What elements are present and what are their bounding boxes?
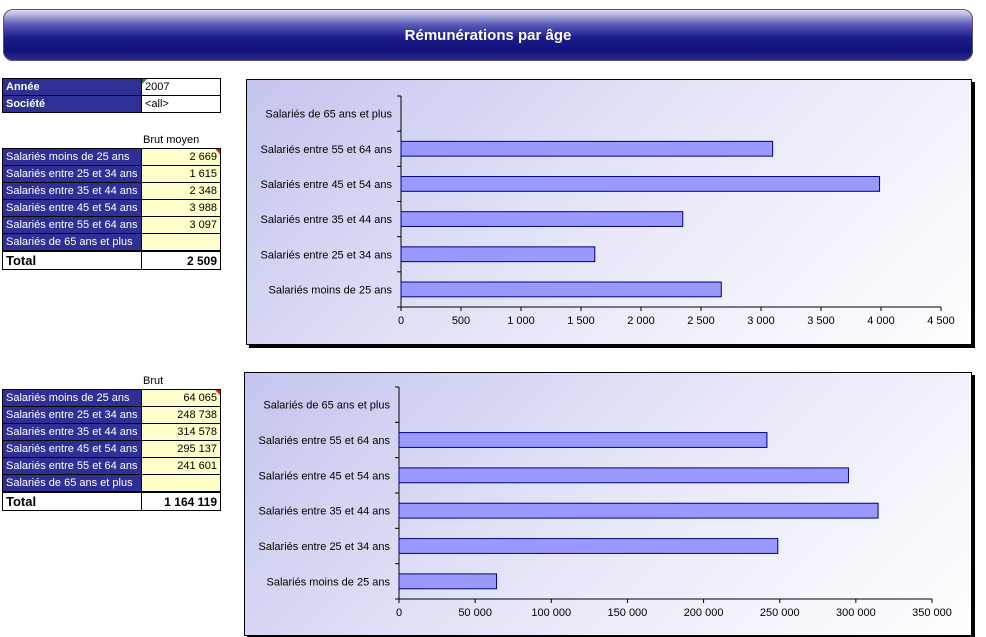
category-label: Salariés entre 25 et 34 ans: [259, 541, 391, 553]
table-total-value: 1 164 119: [141, 491, 221, 511]
table-row-label: Salariés entre 35 et 44 ans: [2, 423, 142, 441]
category-label: Salariés moins de 25 ans: [268, 284, 392, 296]
table-cell-value[interactable]: 3 097: [141, 216, 221, 234]
x-tick-label: 0: [398, 315, 404, 327]
x-tick-label: 350 000: [912, 607, 952, 619]
filter-row-company: Société <all>: [2, 95, 221, 113]
table-row-label: Salariés moins de 25 ans: [2, 148, 142, 166]
table-total-label: Total: [2, 250, 142, 270]
table-row-label: Salariés entre 45 et 54 ans: [2, 440, 142, 458]
table-cell-value[interactable]: 2 669: [141, 148, 221, 166]
table-cell-value[interactable]: 295 137: [141, 440, 221, 458]
category-label: Salariés entre 35 et 44 ans: [261, 214, 393, 226]
table-row-label: Salariés de 65 ans et plus: [2, 233, 142, 252]
bar: [398, 432, 768, 448]
x-tick-label: 1 500: [567, 315, 595, 327]
table-total-row: Total 1 164 119: [2, 491, 221, 511]
table-row: Salariés de 65 ans et plus: [2, 233, 221, 252]
table-row: Salariés entre 35 et 44 ans 2 348: [2, 182, 221, 200]
table-row-label: Salariés entre 55 et 64 ans: [2, 216, 142, 234]
category-label: Salariés de 65 ans et plus: [265, 109, 392, 121]
filter-table: Année 2007 Société <all>: [2, 78, 221, 113]
chart-svg: Salariés de 65 ans et plus Salariés entre…: [261, 95, 955, 327]
table1: Salariés moins de 25 ans 2 669 Salariés e…: [2, 148, 221, 270]
table-cell-value[interactable]: 1 615: [141, 165, 221, 183]
table-row-label: Salariés entre 55 et 64 ans: [2, 457, 142, 475]
table-row-label: Salariés entre 25 et 34 ans: [2, 165, 142, 183]
table-row-label: Salariés entre 45 et 54 ans: [2, 199, 142, 217]
x-tick-label: 2 500: [687, 315, 715, 327]
table2-column-header: Brut: [143, 375, 164, 387]
table-row-label: Salariés moins de 25 ans: [2, 389, 142, 407]
x-tick-label: 300 000: [836, 607, 876, 619]
bar: [400, 140, 774, 157]
x-tick-label: 0: [396, 607, 402, 619]
category-label: Salariés moins de 25 ans: [266, 576, 390, 588]
filter-label-year: Année: [2, 78, 142, 96]
table-row: Salariés entre 25 et 34 ans 248 738: [2, 406, 221, 424]
table2: Salariés moins de 25 ans 64 065 Salariés …: [2, 389, 221, 511]
table-row: Salariés entre 55 et 64 ans 241 601: [2, 457, 221, 475]
table-row-label: Salariés entre 25 et 34 ans: [2, 406, 142, 424]
table-cell-value[interactable]: 2 348: [141, 182, 221, 200]
table-cell-value[interactable]: 248 738: [141, 406, 221, 424]
chart-gross-salary[interactable]: Salariés de 65 ans et plus Salariés entre…: [244, 372, 972, 636]
table-total-label: Total: [2, 491, 142, 511]
bar: [398, 502, 879, 519]
x-tick-label: 2 000: [627, 315, 655, 327]
x-tick-label: 3 000: [747, 315, 775, 327]
bar: [398, 573, 498, 590]
category-label: Salariés de 65 ans et plus: [263, 400, 390, 412]
table-row: Salariés de 65 ans et plus: [2, 474, 221, 493]
table-cell-value[interactable]: 64 065: [141, 389, 221, 407]
table1-column-header: Brut moyen: [143, 134, 200, 146]
table-cell-value[interactable]: 3 988: [141, 199, 221, 217]
table-row: Salariés moins de 25 ans 64 065: [2, 389, 221, 407]
category-label: Salariés entre 45 et 54 ans: [259, 470, 391, 482]
table-total-value: 2 509: [141, 250, 221, 270]
bar: [398, 538, 779, 554]
chart-avg-salary[interactable]: Salariés de 65 ans et plus Salariés entre…: [246, 79, 972, 345]
table-row: Salariés entre 35 et 44 ans 314 578: [2, 423, 221, 441]
table-cell-value[interactable]: [141, 233, 221, 252]
x-tick-label: 200 000: [684, 607, 724, 619]
x-tick-label: 4 500: [927, 315, 955, 327]
bar: [400, 281, 722, 298]
table-row: Salariés entre 55 et 64 ans 3 097: [2, 216, 221, 234]
filter-value-year[interactable]: 2007: [141, 78, 221, 96]
table-total-row: Total 2 509: [2, 250, 221, 270]
category-label: Salariés entre 25 et 34 ans: [261, 249, 393, 261]
category-label: Salariés entre 55 et 64 ans: [261, 144, 393, 156]
page-title: Rémunérations par âge: [404, 26, 572, 44]
bar: [400, 211, 684, 227]
category-label: Salariés entre 45 et 54 ans: [261, 179, 393, 191]
table-cell-value[interactable]: [141, 474, 221, 493]
category-label: Salariés entre 35 et 44 ans: [259, 506, 391, 518]
table-row: Salariés entre 45 et 54 ans 295 137: [2, 440, 221, 458]
x-tick-label: 250 000: [760, 607, 800, 619]
table-cell-value[interactable]: 314 578: [141, 423, 221, 441]
category-label: Salariés entre 55 et 64 ans: [259, 435, 391, 447]
table-row: Salariés entre 45 et 54 ans 3 988: [2, 199, 221, 217]
x-tick-label: 3 500: [807, 315, 835, 327]
table-row: Salariés entre 25 et 34 ans 1 615: [2, 165, 221, 183]
page-title-banner: Rémunérations par âge: [3, 9, 973, 61]
x-tick-label: 4 000: [867, 315, 895, 327]
table-cell-value[interactable]: 241 601: [141, 457, 221, 475]
filter-value-company[interactable]: <all>: [141, 95, 221, 113]
filter-row-year: Année 2007: [2, 78, 221, 96]
x-tick-label: 500: [452, 315, 470, 327]
bar: [400, 176, 881, 192]
table-row-label: Salariés de 65 ans et plus: [2, 474, 142, 493]
chart-svg: Salariés de 65 ans et plus Salariés entre…: [259, 386, 952, 619]
table-row: Salariés moins de 25 ans 2 669: [2, 148, 221, 166]
x-tick-label: 50 000: [458, 607, 492, 619]
bar: [400, 246, 596, 263]
table-row-label: Salariés entre 35 et 44 ans: [2, 182, 142, 200]
x-tick-label: 100 000: [531, 607, 571, 619]
x-tick-label: 1 000: [507, 315, 535, 327]
bar: [398, 467, 849, 484]
x-tick-label: 150 000: [608, 607, 648, 619]
filter-label-company: Société: [2, 95, 142, 113]
